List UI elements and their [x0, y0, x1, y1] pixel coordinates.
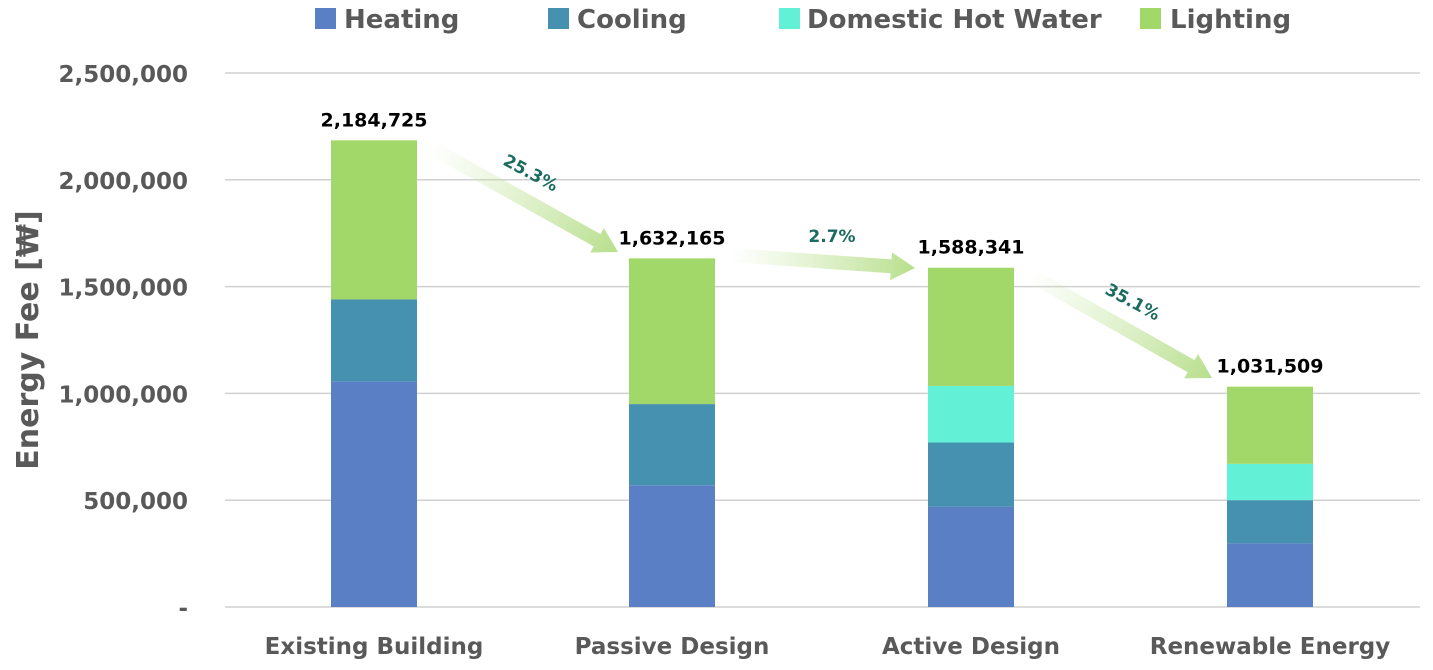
legend-swatch-lighting	[1140, 8, 1161, 29]
legend-swatch-heating	[315, 8, 336, 29]
reduction-arrow-shape	[729, 248, 915, 281]
x-category-label: Renewable Energy	[1150, 634, 1391, 660]
total-label: 1,031,509	[1217, 356, 1324, 378]
legend-item-heating: Heating	[315, 5, 459, 35]
y-tick-label: 1,000,000	[59, 382, 189, 408]
total-label: 1,632,165	[619, 227, 726, 249]
bar-segment-heating	[331, 381, 417, 607]
bar-stack-renewable-energy	[1227, 386, 1313, 607]
y-axis-ticks: - 500,000 1,000,000 1,500,000 2,000,000 2,500…	[59, 62, 189, 622]
legend-item-lighting: Lighting	[1140, 5, 1291, 35]
y-tick-label: 1,500,000	[59, 276, 189, 302]
bar-stack-existing-building	[331, 140, 417, 607]
bar-segment-cooling	[331, 299, 417, 382]
bar-segment-lighting	[928, 267, 1014, 386]
bar-segment-heating	[629, 485, 715, 607]
x-category-label: Passive Design	[575, 634, 770, 660]
bar-segment-domestic-hot-water	[928, 385, 1014, 443]
bar-segment-lighting	[1227, 386, 1313, 464]
gridlines	[225, 72, 1420, 608]
bar-segment-heating	[928, 506, 1014, 607]
bar-segment-lighting	[629, 258, 715, 405]
reduction-arrows: 25.3%2.7%35.1%	[428, 141, 1212, 379]
y-tick-label: 500,000	[83, 489, 188, 515]
reduction-arrow	[729, 248, 915, 281]
total-labels: 2,184,725 1,632,165 1,588,341 1,031,509	[321, 109, 1324, 377]
reduction-arrow	[428, 141, 619, 253]
reduction-arrow-shape	[428, 141, 619, 253]
legend-swatch-domestic-hot-water	[779, 8, 800, 29]
reduction-arrow	[1026, 268, 1212, 379]
bar-segment-cooling	[928, 442, 1014, 507]
legend-item-cooling: Cooling	[548, 5, 687, 35]
legend-item-domestic-hot-water: Domestic Hot Water	[779, 5, 1102, 35]
bar-segment-cooling	[1227, 500, 1313, 544]
y-tick-label: 2,000,000	[59, 169, 189, 195]
x-axis-labels: Existing Building Passive Design Active De…	[265, 634, 1391, 660]
reduction-arrow-shape	[1026, 268, 1212, 379]
legend-label-cooling: Cooling	[577, 5, 687, 35]
bar-segment-heating	[1227, 543, 1313, 607]
legend-swatch-cooling	[548, 8, 569, 29]
bar-segment-lighting	[331, 140, 417, 300]
total-label: 2,184,725	[321, 109, 428, 131]
x-category-label: Active Design	[882, 634, 1060, 660]
bar-segment-cooling	[629, 404, 715, 486]
legend-label-heating: Heating	[344, 5, 459, 35]
bar-stack-passive-design	[629, 258, 715, 607]
bars	[331, 140, 1313, 607]
bar-stack-active-design	[928, 267, 1014, 607]
y-tick-label: -	[178, 596, 188, 622]
legend-label-lighting: Lighting	[1170, 5, 1291, 35]
x-category-label: Existing Building	[265, 634, 484, 660]
y-axis-title: Energy Fee [₩]	[11, 210, 46, 469]
total-label: 1,588,341	[918, 237, 1025, 259]
legend: Heating Cooling Domestic Hot Water Light…	[315, 5, 1291, 35]
bar-segment-domestic-hot-water	[1227, 463, 1313, 501]
reduction-percent-label: 2.7%	[808, 227, 855, 247]
legend-label-domestic-hot-water: Domestic Hot Water	[807, 5, 1102, 35]
y-tick-label: 2,500,000	[59, 62, 189, 88]
